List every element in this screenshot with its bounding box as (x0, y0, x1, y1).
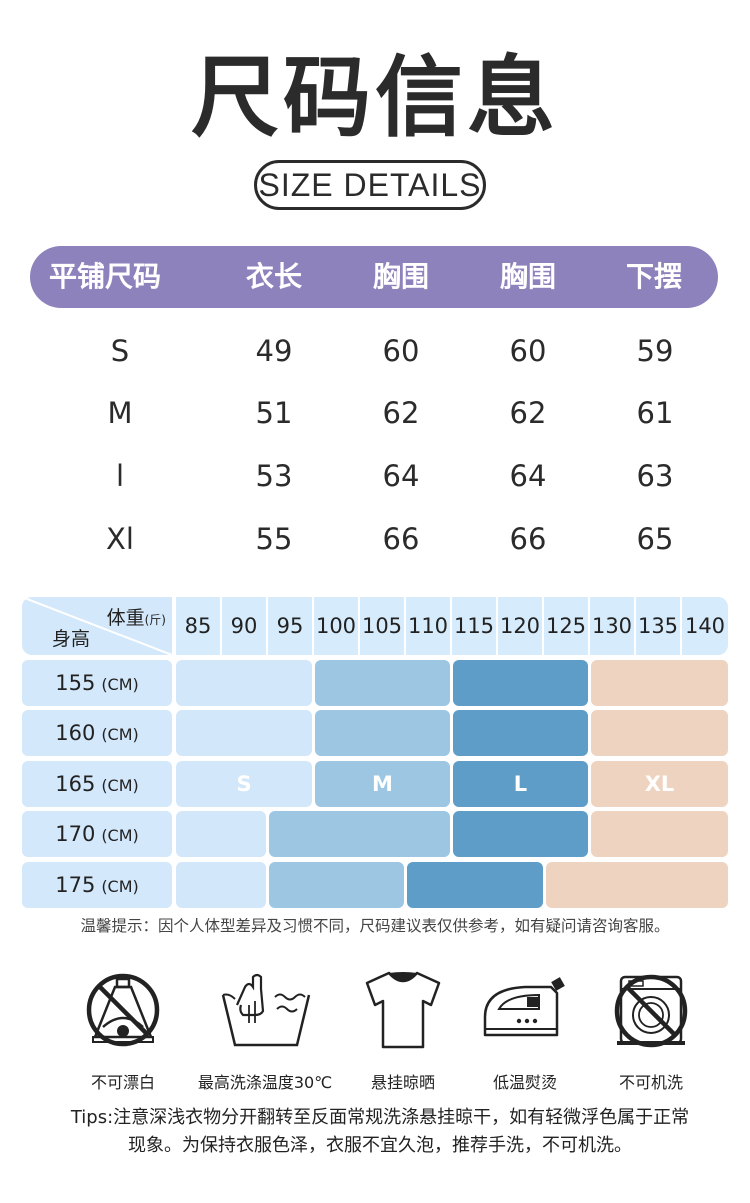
cell-hem: 65 (636, 522, 674, 556)
cell-size: M (107, 396, 133, 430)
weight-header: 95 (268, 597, 312, 655)
size-block-s (176, 862, 266, 908)
size-block-l (453, 811, 588, 857)
weight-header: 105 (360, 597, 404, 655)
size-block-l (453, 710, 588, 756)
cell-length: 53 (255, 459, 293, 493)
cell-chest-2: 64 (509, 459, 547, 493)
care-item-no-bleach: 不可漂白 (58, 965, 188, 1093)
weight-header: 125 (544, 597, 588, 655)
size-block-xl: XL (591, 761, 728, 807)
size-block-s (176, 710, 312, 756)
column-header-chest: 胸围 (372, 260, 429, 293)
height-label-175: 175 (CM) (22, 862, 172, 908)
size-block-xl (591, 710, 728, 756)
page-title: 尺码信息 (190, 46, 559, 149)
size-block-l (407, 862, 543, 908)
cell-hem: 61 (636, 396, 674, 430)
weight-header: 140 (682, 597, 728, 655)
size-block-s: S (176, 761, 312, 807)
care-label: 低温熨烫 (492, 1073, 557, 1092)
size-block-m (315, 660, 450, 706)
size-block-xl (591, 811, 728, 857)
cell-chest: 66 (382, 522, 420, 556)
corner-cell: 体重(斤) 身高 (22, 597, 172, 655)
hand-wash-30-icon (221, 973, 311, 1047)
no-bleach-icon (86, 973, 160, 1047)
size-block-l (453, 660, 588, 706)
cell-chest: 64 (382, 459, 420, 493)
size-hint-text: 温馨提示：因个人体型差异及习惯不同，尺码建议表仅供参考，如有疑问请咨询客服。 (80, 917, 670, 935)
size-block-l: L (453, 761, 588, 807)
size-block-m (269, 811, 450, 857)
size-block-m (269, 862, 404, 908)
care-item-no-machine-wash: 不可机洗 (586, 965, 716, 1093)
tips-line-2: 现象。为保持衣服色泽，衣服不宜久泡，推荐手洗，不可机洗。 (128, 1135, 632, 1156)
weight-axis-label: 体重(斤) (106, 607, 166, 629)
size-block-m: M (315, 761, 450, 807)
care-item-low-iron: 低温熨烫 (460, 965, 590, 1093)
table-row: Xl 55 66 66 65 (0, 514, 750, 564)
height-label-165: 165 (CM) (22, 761, 172, 807)
weight-header: 130 (590, 597, 634, 655)
care-tips: Tips:注意深浅衣物分开翻转至反面常规洗涤悬挂晾干，如有轻微浮色属于正常 现象… (40, 1104, 720, 1160)
size-block-s (176, 811, 266, 857)
column-header-size: 平铺尺码 (48, 260, 161, 293)
height-axis-label: 身高 (52, 628, 91, 650)
weight-header: 115 (452, 597, 496, 655)
weight-header: 100 (314, 597, 358, 655)
cell-chest-2: 60 (509, 334, 547, 368)
care-item-hang-dry: 悬挂晾晒 (338, 965, 468, 1093)
low-iron-icon (483, 977, 565, 1037)
size-block-xl (591, 660, 728, 706)
cell-size: l (115, 459, 125, 493)
size-block-m (315, 710, 450, 756)
diagonal-divider-icon (22, 597, 172, 655)
tips-line-1: Tips:注意深浅衣物分开翻转至反面常规洗涤悬挂晾干，如有轻微浮色属于正常 (70, 1107, 690, 1128)
weight-header: 90 (222, 597, 266, 655)
height-label-170: 170 (CM) (22, 811, 172, 857)
weight-header: 110 (406, 597, 450, 655)
table-row: S 49 60 60 59 (0, 326, 750, 376)
table-row: M 51 62 62 61 (0, 388, 750, 438)
weight-header: 135 (636, 597, 680, 655)
care-label: 最高洗涤温度30℃ (197, 1073, 333, 1092)
cell-length: 55 (255, 522, 293, 556)
cell-chest: 60 (382, 334, 420, 368)
height-label-160: 160 (CM) (22, 710, 172, 756)
cell-length: 51 (255, 396, 293, 430)
no-machine-wash-icon (614, 974, 688, 1048)
column-header-hem: 下摆 (625, 260, 682, 293)
column-header-chest-2: 胸围 (499, 260, 556, 293)
care-label: 不可机洗 (618, 1073, 683, 1092)
cell-chest-2: 62 (509, 396, 547, 430)
table-row: l 53 64 64 63 (0, 451, 750, 501)
weight-header: 120 (498, 597, 542, 655)
recommend-chart-header: 体重(斤) 身高 85 90 95 100 105 110 115 120 12… (22, 597, 728, 655)
cell-length: 49 (255, 334, 293, 368)
column-header-length: 衣长 (245, 260, 302, 293)
care-label: 不可漂白 (90, 1073, 155, 1092)
cell-chest: 62 (382, 396, 420, 430)
height-label-155: 155 (CM) (22, 660, 172, 706)
page-subtitle: SIZE DETAILS (254, 160, 486, 210)
cell-size: S (110, 334, 130, 368)
cell-hem: 59 (636, 334, 674, 368)
cell-size: Xl (106, 522, 134, 556)
size-block-s (176, 660, 312, 706)
care-label: 悬挂晾晒 (370, 1073, 435, 1092)
hang-dry-icon (365, 971, 441, 1049)
weight-header: 85 (176, 597, 220, 655)
cell-chest-2: 66 (509, 522, 547, 556)
size-table-header: 平铺尺码 衣长 胸围 胸围 下摆 (30, 246, 718, 308)
care-item-hand-wash-30: 最高洗涤温度30℃ (190, 965, 340, 1093)
size-block-xl (546, 862, 728, 908)
cell-hem: 63 (636, 459, 674, 493)
